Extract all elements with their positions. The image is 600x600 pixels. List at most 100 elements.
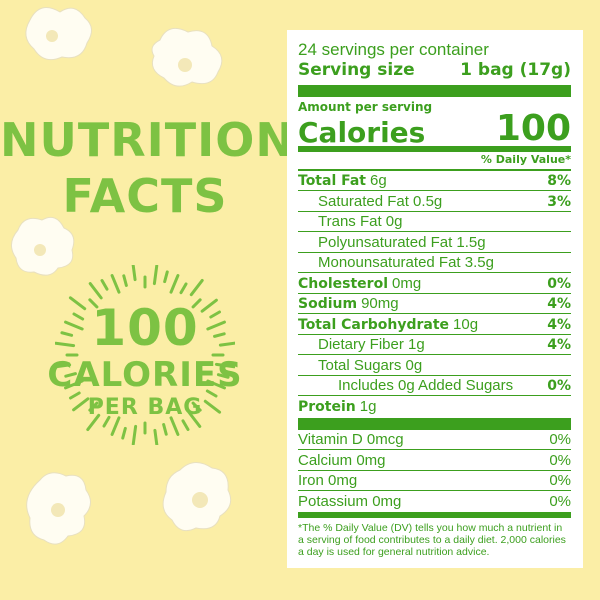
nutrient-amount: 90mg [361, 295, 399, 312]
nutrient-row: Total Fat 6g 8% [298, 171, 571, 191]
nutrient-dv: 8% [547, 173, 571, 189]
sunburst-ray [169, 274, 180, 294]
vitamin-row: Potassium 0mg 0% [298, 492, 571, 512]
nutrient-dv: 0% [547, 275, 571, 292]
sunburst-badge [55, 265, 235, 445]
serving-size-value: 1 bag (17g) [460, 60, 571, 80]
nutrient-dv: 0% [547, 378, 571, 394]
nutrient-label: Monounsaturated Fat 3.5g [318, 254, 494, 271]
sunburst-ray [206, 320, 226, 331]
vitamin-name: Calcium 0mg [298, 451, 386, 469]
serving-size-row: Serving size 1 bag (17g) [298, 60, 571, 80]
nutrient-row: Saturated Fat 0.5g 3% [298, 192, 571, 212]
sunburst-ray [169, 416, 180, 436]
sunburst-ray [110, 274, 121, 294]
sunburst-ray [181, 419, 190, 431]
nutrient-dv: 4% [547, 337, 571, 353]
nutrient-name: Dietary Fiber 1g [298, 335, 425, 354]
sunburst-ray [64, 320, 84, 331]
vitamin-name: Potassium 0mg [298, 492, 402, 510]
nutrient-row: Protein 1g [298, 397, 571, 417]
nutrient-row: Total Carbohydrate 10g 4% [298, 315, 571, 335]
nutrient-name: Total Carbohydrate 10g [298, 315, 478, 334]
sunburst-ray [209, 310, 221, 319]
nutrient-dv: 3% [547, 193, 571, 210]
nutrient-row: Trans Fat 0g [298, 212, 571, 232]
serving-size-label: Serving size [298, 60, 415, 80]
nutrient-row: Polyunsaturated Fat 1.5g [298, 233, 571, 253]
nutrient-name: Total Sugars 0g [298, 356, 422, 375]
nutrient-label: Total Fat [298, 173, 367, 189]
vitamin-row: Iron 0mg 0% [298, 471, 571, 491]
nutrient-label: Saturated Fat 0.5g [318, 192, 443, 210]
nutrient-name: Saturated Fat 0.5g [298, 192, 442, 211]
nutrient-row: Total Sugars 0g [298, 356, 571, 376]
nutrient-label: Protein [298, 398, 356, 415]
sunburst-ray [162, 423, 168, 436]
sunburst-ray [163, 270, 169, 284]
sunburst-ray [187, 410, 202, 428]
sunburst-ray [153, 428, 159, 445]
nutrient-label: Sodium [298, 296, 358, 312]
divider-thick-vitamins [298, 418, 571, 430]
daily-value-header: % Daily Value* [480, 153, 571, 166]
calories-badge-text: 100 CALORIES PER BAG [0, 300, 290, 422]
footnote: *The % Daily Value (DV) tells you how mu… [298, 522, 566, 558]
sunburst-ray [55, 363, 72, 369]
nutrient-amount: 0mg [392, 274, 422, 292]
nutrient-row: Monounsaturated Fat 3.5g [298, 253, 571, 273]
nutrient-amount: 6g [370, 172, 387, 189]
sunburst-ray [86, 413, 101, 432]
nutrient-name: Sodium 90mg [298, 294, 399, 313]
sunburst-ray [100, 279, 109, 291]
sunburst-ray [55, 341, 76, 348]
calories-label: Calories [298, 116, 426, 149]
nutrition-label: 24 servings per container Serving size 1… [287, 30, 583, 568]
nutrient-name: Polyunsaturated Fat 1.5g [298, 233, 486, 252]
heading-line2: FACTS [62, 169, 228, 223]
nutrient-row: Dietary Fiber 1g 4% [298, 335, 571, 355]
sunburst-ray [64, 372, 77, 378]
popcorn-image [11, 7, 232, 545]
sunburst-ray [121, 426, 127, 440]
sunburst-ray [72, 397, 90, 412]
sunburst-ray [189, 278, 204, 297]
sunburst-ray [72, 312, 85, 321]
nutrient-dv: 4% [547, 316, 571, 333]
vitamin-name: Vitamin D 0mcg [298, 431, 404, 448]
nutrient-name: Monounsaturated Fat 3.5g [298, 253, 494, 272]
sunburst-ray [152, 265, 159, 286]
sunburst-ray [200, 298, 218, 313]
nutrient-label: Dietary Fiber 1g [318, 336, 425, 353]
sunburst-ray [131, 265, 137, 282]
sunburst-ray [88, 282, 103, 300]
sunburst-ray [216, 373, 230, 379]
sunburst-ray [88, 401, 99, 412]
sunburst-ray [214, 362, 235, 369]
sunburst-ray [69, 391, 81, 400]
vitamin-dv: 0% [549, 431, 571, 448]
sunburst-ray [68, 296, 87, 311]
servings-per-container: 24 servings per container [298, 40, 489, 59]
calories-value: 100 [495, 108, 571, 149]
sunburst-ray [191, 401, 202, 412]
sunburst-ray [179, 282, 188, 295]
nutrient-label: Cholesterol [298, 275, 388, 292]
sunburst-ray [102, 415, 111, 428]
sunburst-ray [218, 341, 235, 347]
nutrient-row: Includes 0g Added Sugars 0% [298, 376, 571, 396]
nutrient-row: Cholesterol 0mg 0% [298, 274, 571, 294]
nutrient-label: Trans Fat 0g [318, 213, 403, 230]
vitamin-name: Iron 0mg [298, 472, 358, 489]
divider-footnote [298, 512, 571, 518]
badge-number: 100 [91, 299, 199, 357]
sunburst-ray [110, 416, 121, 436]
badge-line1: CALORIES [47, 355, 243, 395]
sunburst-ray [206, 379, 226, 390]
sunburst-ray [60, 331, 74, 337]
vitamin-dv: 0% [549, 472, 571, 489]
nutrient-amount: 10g [453, 315, 479, 333]
nutrient-name: Includes 0g Added Sugars [298, 376, 513, 395]
nutrition-facts-heading: NUTRITION FACTS [0, 112, 294, 224]
nutrient-label: Total Sugars 0g [318, 356, 423, 374]
